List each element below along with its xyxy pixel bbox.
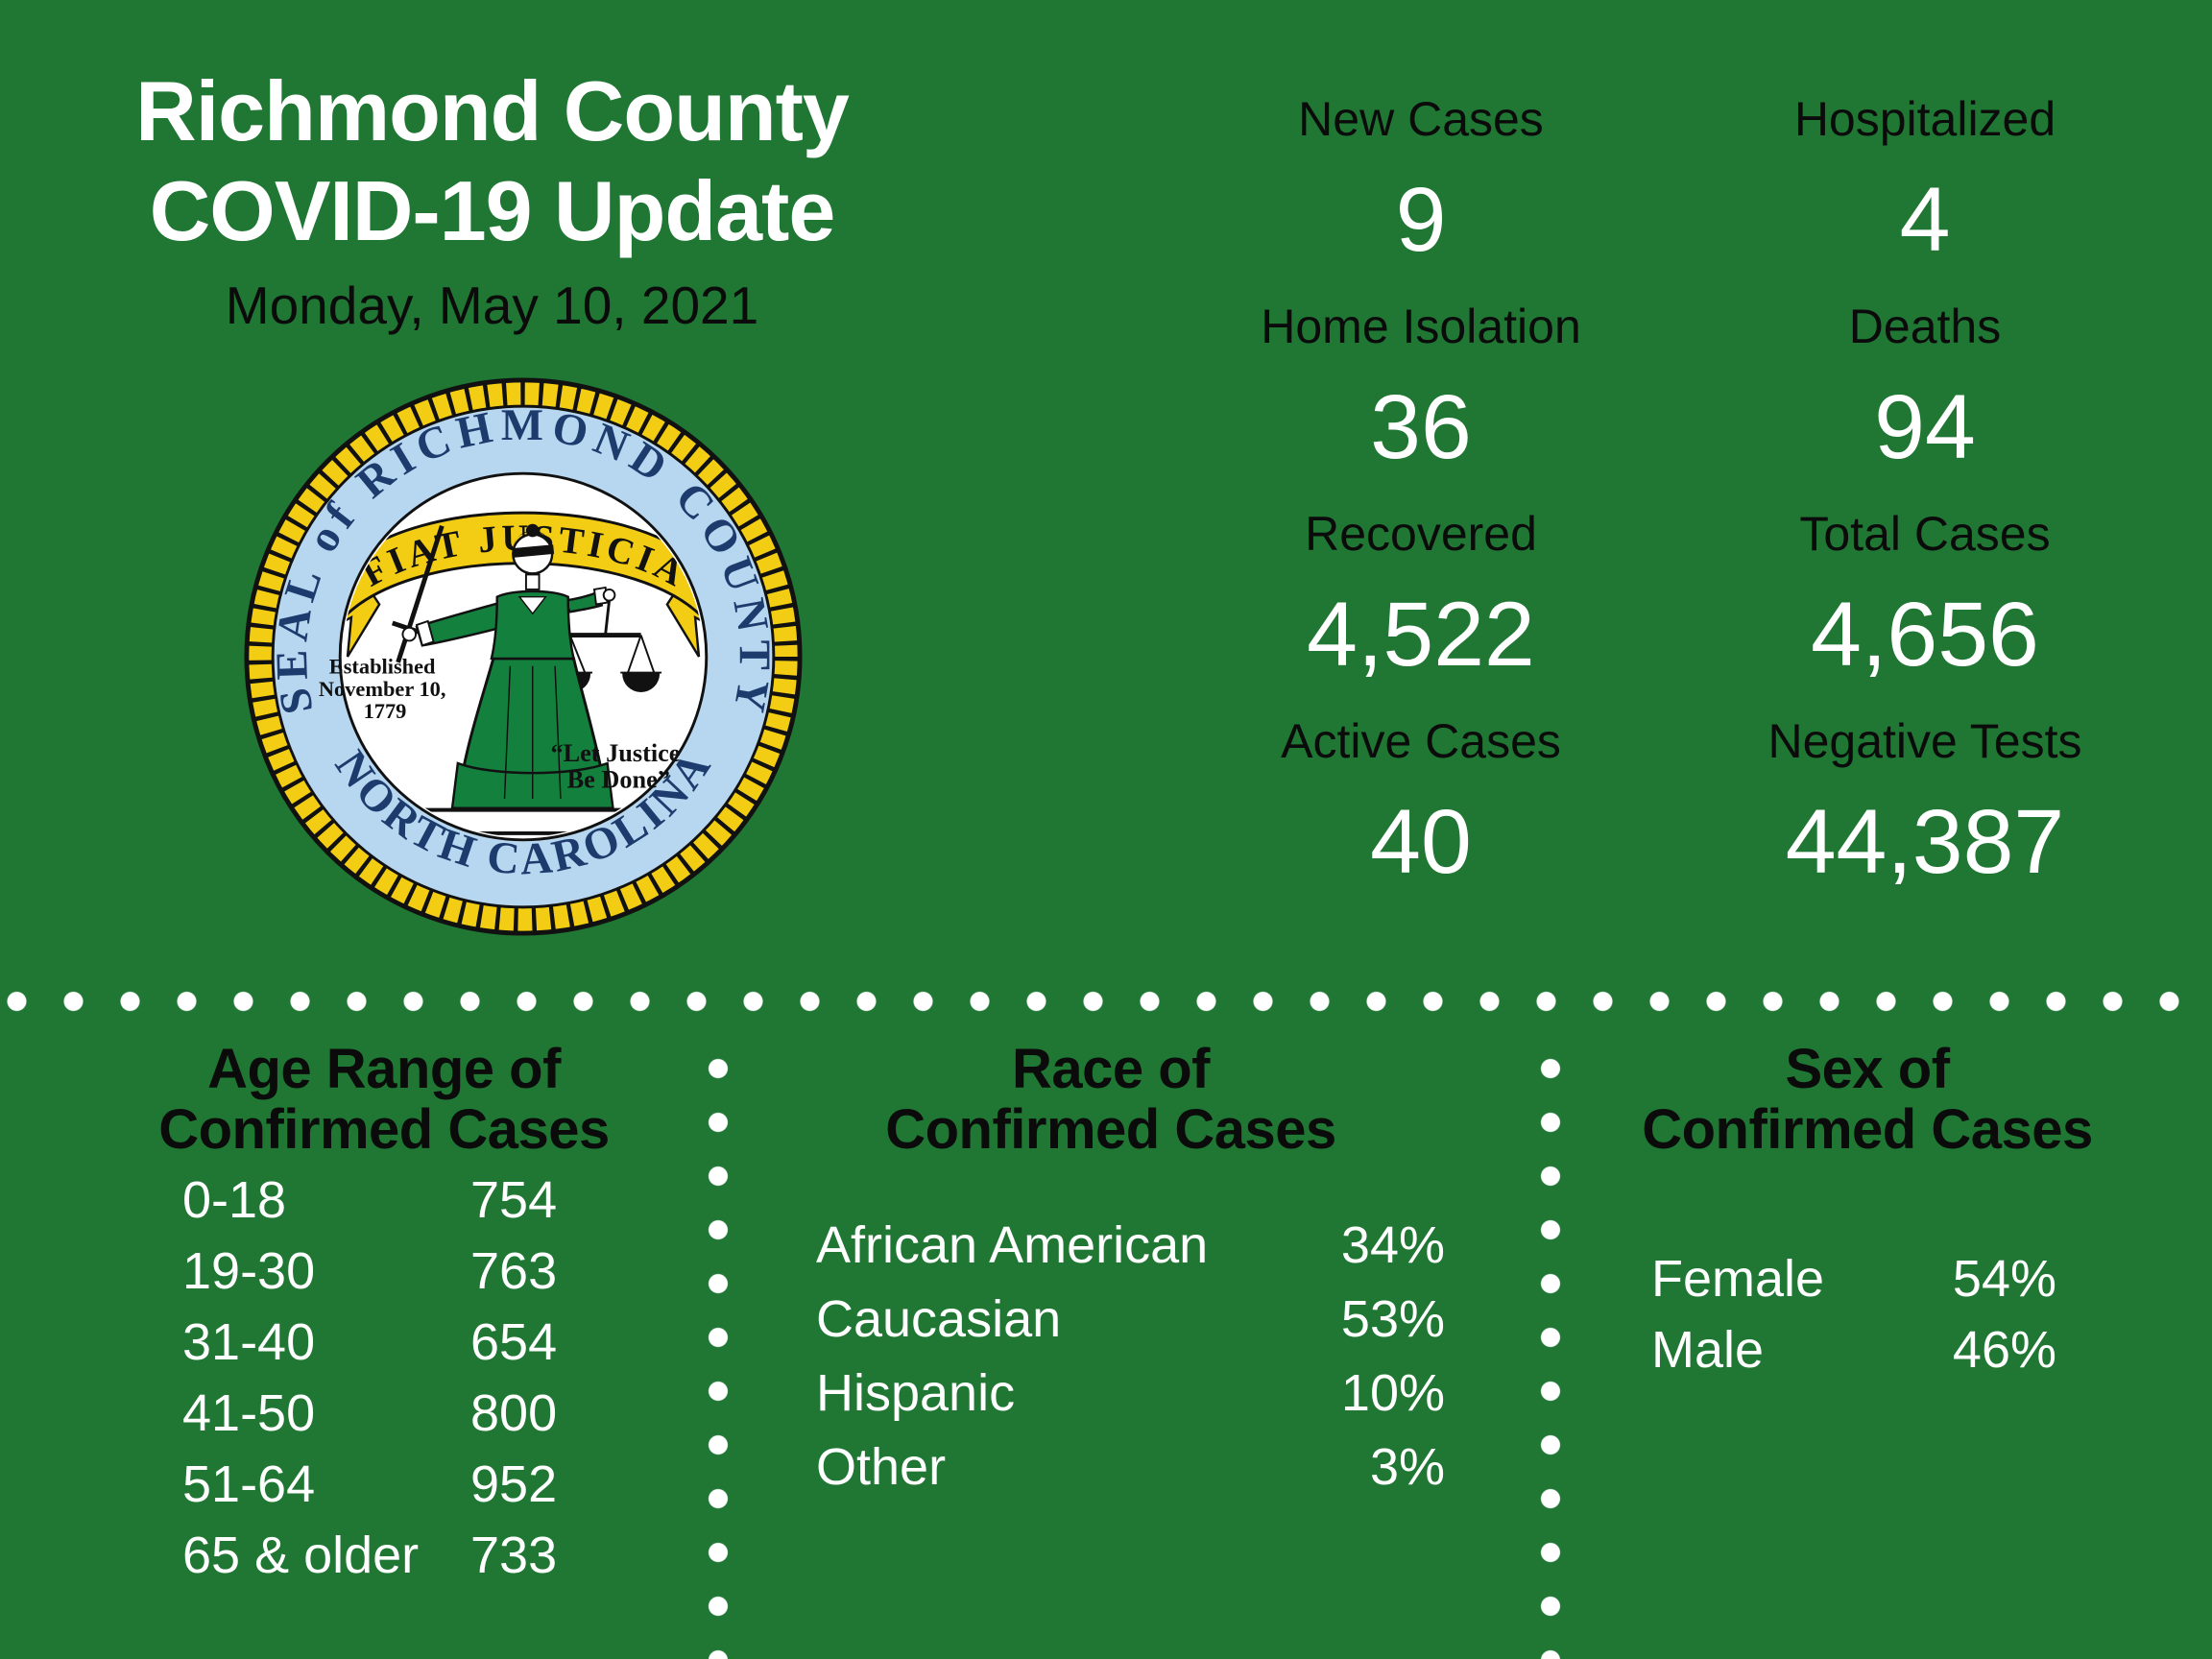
age-heading-line2: Confirmed Cases	[158, 1098, 610, 1161]
header: Richmond County COVID-19 Update Monday, …	[58, 61, 926, 336]
race-label: African American	[816, 1215, 1209, 1274]
sex-heading-line2: Confirmed Cases	[1642, 1098, 2093, 1161]
sex-heading-line1: Sex of	[1785, 1038, 1950, 1100]
sex-row: Female 54%	[1651, 1243, 2056, 1314]
stat-value: 36	[1370, 376, 1472, 478]
race-label: Caucasian	[816, 1289, 1062, 1348]
stat-label: New Cases	[1298, 92, 1544, 146]
stats-column-left: New Cases 9 Home Isolation 36 Recovered …	[1133, 73, 1709, 902]
vertical-dotted-divider-left	[708, 1042, 729, 1659]
stat-label: Home Isolation	[1261, 300, 1581, 353]
stat-value: 94	[1874, 376, 1976, 478]
horizontal-dotted-divider	[0, 991, 2212, 1012]
stat-active-cases: Active Cases 40	[1133, 695, 1709, 902]
race-row: Caucasian 53%	[816, 1282, 1445, 1356]
sex-label: Male	[1651, 1321, 1765, 1379]
sex-section-heading: Sex of Confirmed Cases	[1570, 1039, 2165, 1160]
race-label: Hispanic	[816, 1363, 1016, 1422]
race-heading-line2: Confirmed Cases	[885, 1098, 1336, 1161]
stat-value: 9	[1395, 169, 1447, 271]
race-table: African American 34% Caucasian 53% Hispa…	[816, 1208, 1445, 1503]
county-seal-image: SEAL of RICHMOND COUNTY NORTH CAROLINA F…	[244, 377, 803, 936]
age-range-label: 51-64	[182, 1455, 316, 1513]
vertical-dotted-divider-right	[1540, 1042, 1561, 1659]
age-range-label: 19-30	[182, 1242, 316, 1300]
stat-label: Active Cases	[1281, 714, 1561, 768]
seal-motto-text: “Let Justice Be Done”	[551, 739, 687, 793]
lady-justice-figure	[391, 523, 662, 809]
age-row: 65 & older 733	[182, 1520, 634, 1591]
sex-table: Female 54% Male 46%	[1651, 1243, 2056, 1385]
stats-column-right: Hospitalized 4 Deaths 94 Total Cases 4,6…	[1637, 73, 2212, 902]
blindfold	[512, 544, 555, 558]
stat-value: 4,656	[1811, 584, 2039, 685]
sex-percent-value: 46%	[1952, 1321, 2056, 1379]
stat-hospitalized: Hospitalized 4	[1637, 73, 2212, 280]
stat-label: Total Cases	[1799, 507, 2051, 561]
age-range-label: 65 & older	[182, 1527, 420, 1584]
age-count-value: 754	[470, 1171, 558, 1229]
age-row: 19-30 763	[182, 1236, 634, 1307]
age-row: 41-50 800	[182, 1378, 634, 1449]
age-section-heading: Age Range of Confirmed Cases	[86, 1039, 682, 1160]
age-heading-line1: Age Range of	[207, 1038, 561, 1100]
stat-deaths: Deaths 94	[1637, 280, 2212, 488]
sex-label: Female	[1651, 1250, 1825, 1308]
age-count-value: 952	[470, 1455, 558, 1513]
page-title-line2: COVID-19 Update	[149, 163, 836, 258]
race-row: African American 34%	[816, 1208, 1445, 1282]
age-count-value: 654	[470, 1313, 558, 1371]
race-percent-value: 53%	[1340, 1289, 1445, 1348]
stat-recovered: Recovered 4,522	[1133, 488, 1709, 695]
race-percent-value: 3%	[1369, 1437, 1445, 1496]
age-range-label: 41-50	[182, 1384, 316, 1442]
age-range-label: 31-40	[182, 1313, 316, 1371]
race-label: Other	[816, 1437, 947, 1496]
age-count-value: 733	[470, 1527, 558, 1584]
stat-label: Deaths	[1848, 300, 2002, 353]
stat-value: 4,522	[1307, 584, 1535, 685]
age-count-value: 800	[470, 1384, 558, 1442]
age-count-value: 763	[470, 1242, 558, 1300]
stat-label: Negative Tests	[1767, 714, 2082, 768]
stat-value: 40	[1370, 791, 1472, 893]
race-row: Other 3%	[816, 1430, 1445, 1503]
stat-negative-tests: Negative Tests 44,387	[1637, 695, 2212, 902]
sex-percent-value: 54%	[1952, 1250, 2056, 1308]
race-row: Hispanic 10%	[816, 1356, 1445, 1430]
age-row: 0-18 754	[182, 1165, 634, 1236]
age-table: 0-18 754 19-30 763 31-40 654 41-50 800 5…	[182, 1165, 634, 1591]
age-row: 51-64 952	[182, 1449, 634, 1520]
report-date: Monday, May 10, 2021	[225, 276, 759, 335]
race-heading-line1: Race of	[1011, 1038, 1211, 1100]
stat-label: Hospitalized	[1793, 92, 2056, 146]
stat-home-isolation: Home Isolation 36	[1133, 280, 1709, 488]
page-title-line1: Richmond County	[135, 63, 850, 158]
age-range-label: 0-18	[182, 1171, 287, 1229]
stat-value: 44,387	[1785, 791, 2065, 893]
stat-total-cases: Total Cases 4,656	[1637, 488, 2212, 695]
stat-value: 4	[1899, 169, 1951, 271]
stat-label: Recovered	[1305, 507, 1537, 561]
stat-new-cases: New Cases 9	[1133, 73, 1709, 280]
race-percent-value: 10%	[1340, 1363, 1445, 1422]
age-row: 31-40 654	[182, 1307, 634, 1378]
seal-established-text: Established November 10, 1779	[319, 655, 451, 724]
race-section-heading: Race of Confirmed Cases	[813, 1039, 1408, 1160]
race-percent-value: 34%	[1340, 1215, 1445, 1274]
sex-row: Male 46%	[1651, 1314, 2056, 1385]
